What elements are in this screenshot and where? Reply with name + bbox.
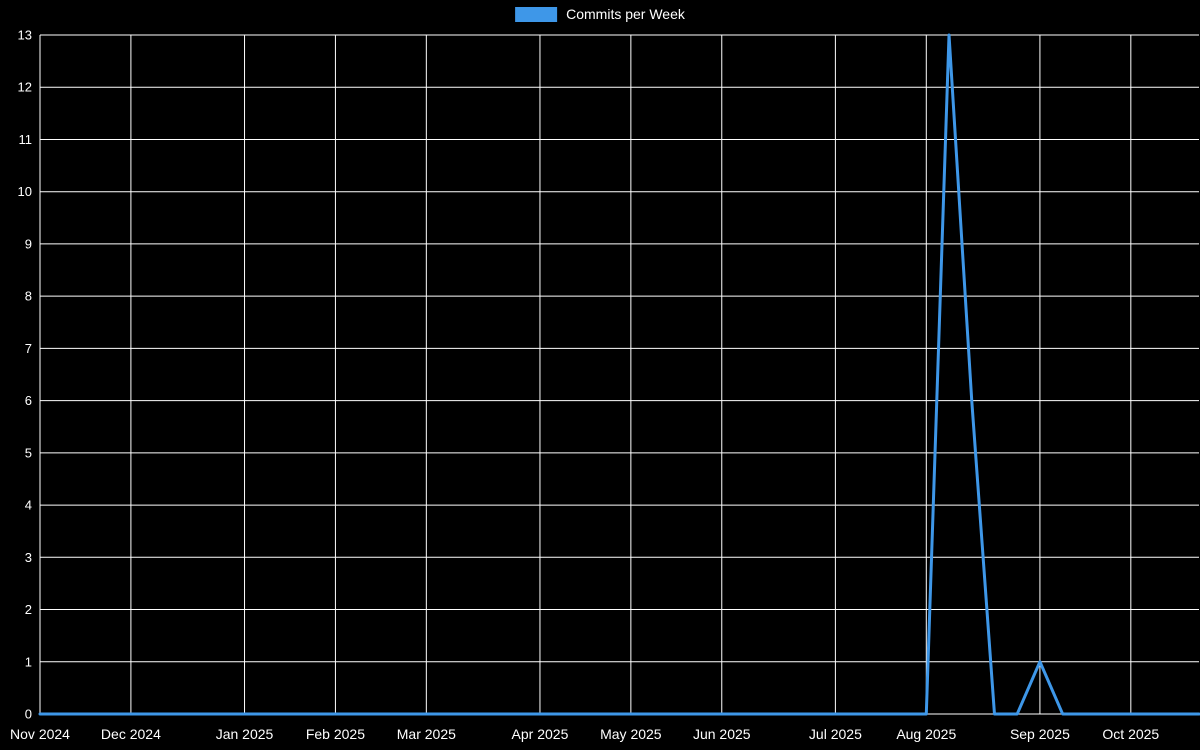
x-tick-label: Jun 2025	[693, 726, 751, 742]
commits-line	[38, 33, 1200, 716]
y-tick-label: 0	[25, 707, 32, 722]
y-tick-label: 3	[25, 550, 32, 565]
legend-label: Commits per Week	[566, 6, 685, 22]
y-tick-label: 7	[25, 341, 32, 356]
y-tick-label: 9	[25, 236, 32, 251]
legend-swatch	[515, 7, 558, 22]
x-tick-label: Mar 2025	[397, 726, 456, 742]
y-tick-label: 5	[25, 445, 32, 460]
x-tick-label: Dec 2024	[101, 726, 161, 742]
x-tick-label: Sep 2025	[1010, 726, 1070, 742]
x-tick-label: Aug 2025	[896, 726, 956, 742]
x-tick-label: Feb 2025	[306, 726, 365, 742]
y-tick-label: 4	[25, 498, 32, 513]
y-tick-label: 2	[25, 602, 32, 617]
legend[interactable]: Commits per Week	[515, 7, 685, 22]
x-tick-label: Oct 2025	[1102, 726, 1159, 742]
y-tick-label: 13	[18, 28, 32, 43]
y-tick-label: 12	[18, 80, 32, 95]
x-tick-label: Jan 2025	[216, 726, 274, 742]
y-tick-label: 6	[25, 393, 32, 408]
x-tick-label: Apr 2025	[512, 726, 569, 742]
y-tick-label: 10	[18, 184, 32, 199]
x-tick-label: Nov 2024	[10, 726, 70, 742]
x-tick-label: Jul 2025	[809, 726, 862, 742]
y-tick-label: 8	[25, 289, 32, 304]
x-tick-label: May 2025	[600, 726, 662, 742]
y-tick-label: 1	[25, 654, 32, 669]
y-tick-label: 11	[19, 132, 33, 147]
